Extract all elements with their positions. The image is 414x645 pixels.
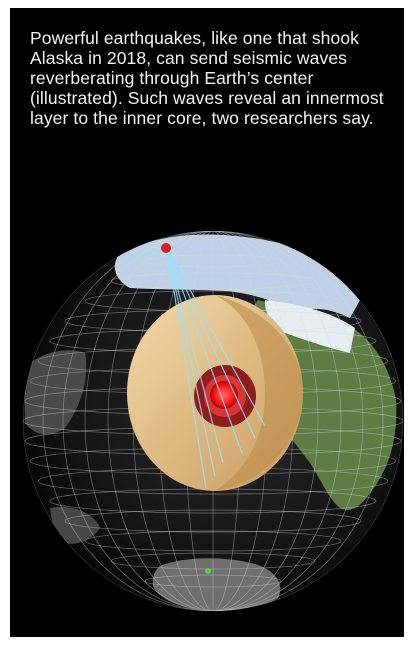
seismic-rays <box>119 247 266 489</box>
caption-text: Powerful earthquakes, like one that shoo… <box>30 28 384 128</box>
epicenter-marker <box>161 243 171 253</box>
australia <box>152 558 281 611</box>
globe-illustration <box>23 231 403 611</box>
alaska-snow <box>114 234 360 318</box>
asia-edge <box>24 350 87 435</box>
core-shadow <box>215 295 304 491</box>
innermost-core <box>210 381 238 409</box>
figure-panel: Powerful earthquakes, like one that shoo… <box>10 8 404 637</box>
station-marker <box>205 568 211 574</box>
north-america-snow <box>264 300 355 353</box>
islands <box>50 506 100 544</box>
